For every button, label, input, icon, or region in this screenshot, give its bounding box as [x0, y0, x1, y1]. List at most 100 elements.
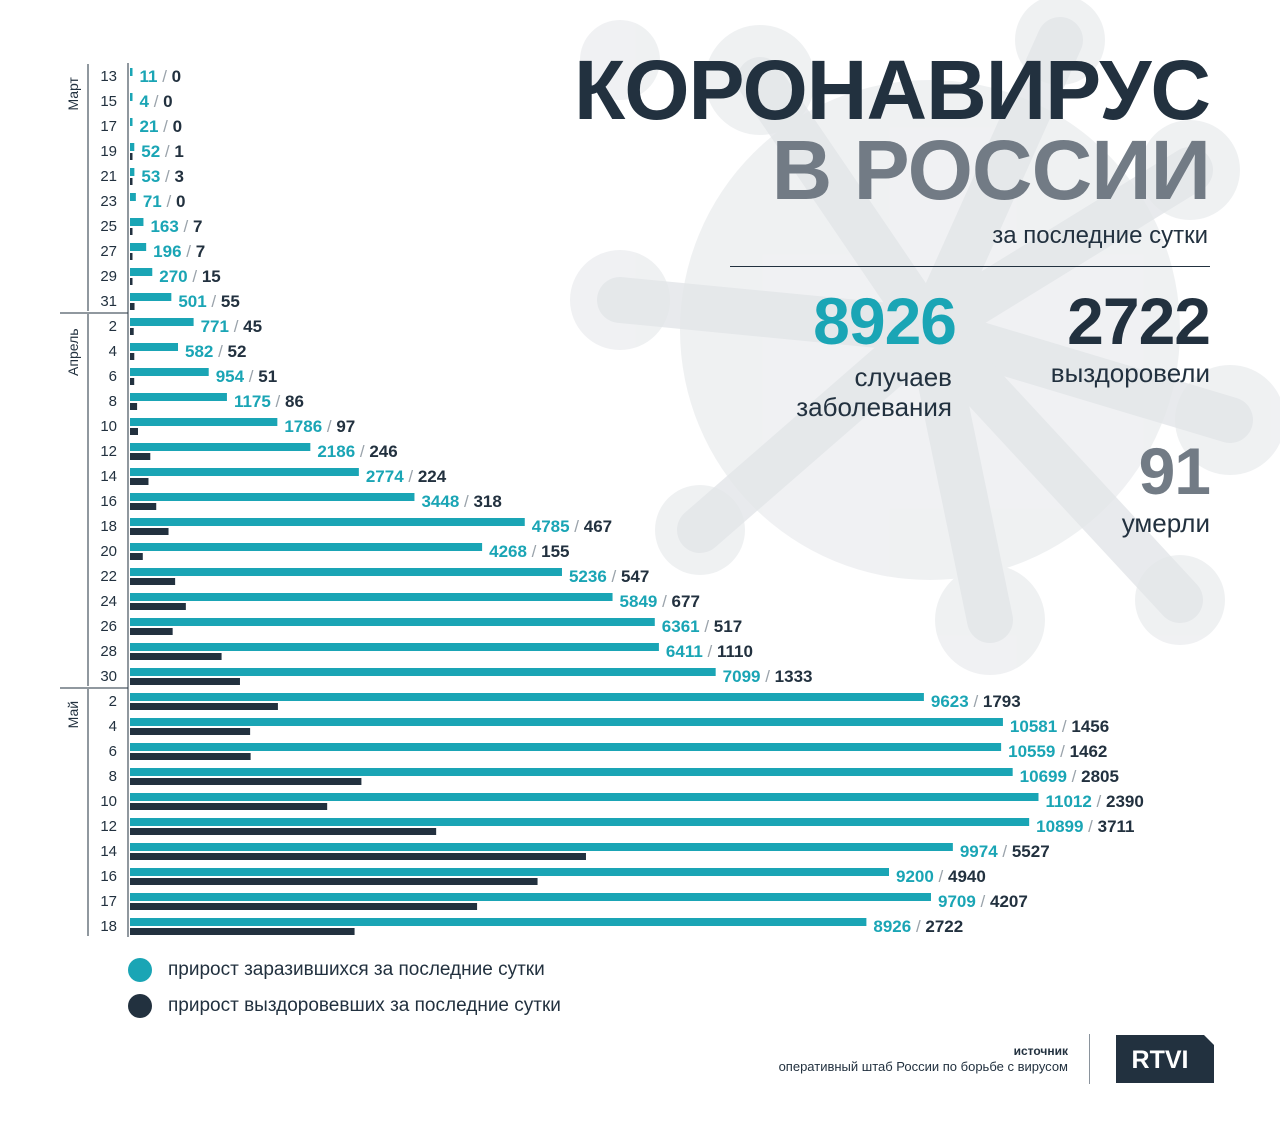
data-label: 71 / 0 [143, 192, 186, 211]
data-label: 9709 / 4207 [938, 892, 1028, 911]
bar-infected [130, 643, 659, 651]
tick-label: 6 [109, 368, 117, 385]
data-label: 5236 / 547 [569, 567, 649, 586]
tick-label: 31 [100, 293, 117, 310]
tick-label: 4 [109, 718, 117, 735]
tick-label: 16 [100, 868, 117, 885]
month-label: Апрель [65, 328, 81, 376]
bar-recovered [130, 678, 240, 685]
bar-recovered [130, 753, 251, 760]
bar-infected [130, 493, 415, 501]
bar-recovered [130, 278, 133, 285]
data-label: 21 / 0 [140, 117, 183, 136]
bar-recovered [130, 703, 278, 710]
data-label: 196 / 7 [153, 242, 205, 261]
data-label: 10559 / 1462 [1008, 742, 1107, 761]
month-label: Май [65, 701, 81, 728]
tick-label: 25 [100, 218, 117, 235]
bar-recovered [130, 153, 133, 160]
source-text: оперативный штаб России по борьбе с виру… [778, 1059, 1068, 1074]
data-label: 270 / 15 [159, 267, 220, 286]
bar-infected [130, 593, 613, 601]
legend-label-recovered: прирост выздоровевших за последние сутки [168, 995, 561, 1016]
bar-recovered [130, 378, 135, 385]
data-label: 53 / 3 [141, 167, 184, 186]
bar-recovered [130, 853, 586, 860]
tick-label: 24 [100, 593, 117, 610]
bar-infected [130, 743, 1002, 751]
page-title-line1: КОРОНАВИРУС [573, 43, 1211, 137]
tick-label: 27 [100, 243, 117, 260]
data-label: 11012 / 2390 [1045, 792, 1143, 811]
bar-infected [130, 393, 227, 401]
tick-label: 4 [109, 343, 117, 360]
bar-recovered [130, 778, 362, 785]
bar-recovered [130, 728, 251, 735]
bar-recovered [130, 353, 135, 360]
bar-infected [130, 168, 135, 176]
tick-label: 6 [109, 743, 117, 760]
legend-dot-infected-icon [128, 958, 152, 982]
data-label: 771 / 45 [201, 317, 262, 336]
tick-label: 26 [100, 618, 117, 635]
tick-label: 21 [100, 168, 117, 185]
data-label: 5849 / 677 [620, 592, 700, 611]
tick-label: 18 [100, 518, 117, 535]
deaths-label: умерли [1121, 508, 1210, 538]
bar-infected [130, 793, 1039, 801]
tick-label: 15 [100, 93, 117, 110]
data-label: 9974 / 5527 [960, 842, 1050, 861]
bar-infected [130, 368, 209, 376]
tick-label: 8 [109, 393, 117, 410]
tick-label: 10 [100, 418, 117, 435]
cases-label: случаев заболевания [796, 362, 952, 422]
bar-infected [130, 343, 179, 351]
bar-recovered [130, 903, 478, 910]
month-label: Март [65, 76, 81, 110]
data-label: 1786 / 97 [284, 417, 355, 436]
data-label: 7099 / 1333 [723, 667, 813, 686]
tick-label: 14 [100, 468, 117, 485]
source-heading: источник [1013, 1044, 1068, 1058]
recovered-label: выздоровели [1050, 358, 1210, 388]
tick-label: 30 [100, 668, 117, 685]
data-label: 9200 / 4940 [896, 867, 986, 886]
data-label: 4 / 0 [140, 92, 173, 111]
tick-label: 28 [100, 643, 117, 660]
tick-label: 16 [100, 493, 117, 510]
cases-value: 8926 [813, 284, 957, 358]
bar-infected [130, 693, 924, 701]
bar-infected [130, 118, 133, 126]
tick-label: 17 [100, 893, 117, 910]
bar-recovered [130, 928, 355, 935]
page-title-line2: В РОССИИ [771, 123, 1211, 217]
bar-infected [130, 218, 144, 226]
data-label: 10581 / 1456 [1010, 717, 1109, 736]
page-subtitle: за последние сутки [992, 222, 1208, 249]
bar-infected [130, 568, 562, 576]
bar-infected [130, 893, 931, 901]
bar-infected [130, 443, 311, 451]
tick-label: 20 [100, 543, 117, 560]
header-divider [730, 266, 1210, 267]
legend-label-infected: прирост заразившихся за последние сутки [168, 959, 545, 980]
bar-infected [130, 518, 525, 526]
data-label: 10899 / 3711 [1036, 817, 1134, 836]
bar-infected [130, 618, 655, 626]
bar-recovered [130, 503, 157, 510]
tick-label: 2 [109, 693, 117, 710]
data-label: 8926 / 2722 [873, 917, 963, 936]
bar-recovered [130, 803, 328, 810]
data-label: 2186 / 246 [317, 442, 397, 461]
bar-infected [130, 768, 1013, 776]
bar-infected [130, 818, 1030, 826]
bar-infected [130, 193, 136, 201]
tick-label: 19 [100, 143, 117, 160]
data-label: 10699 / 2805 [1020, 767, 1119, 786]
bar-recovered [130, 653, 222, 660]
bar-recovered [130, 428, 139, 435]
data-label: 9623 / 1793 [931, 692, 1021, 711]
recovered-value: 2722 [1067, 284, 1211, 358]
data-label: 1175 / 86 [234, 392, 304, 411]
bar-recovered [130, 228, 133, 235]
